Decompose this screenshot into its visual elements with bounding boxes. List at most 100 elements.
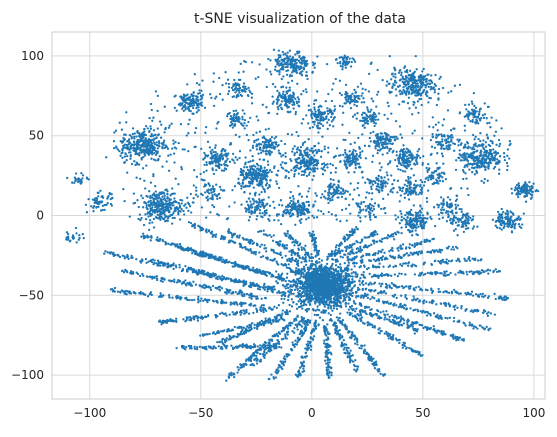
data-point (386, 134, 388, 136)
data-point (267, 164, 269, 166)
data-point (149, 219, 151, 221)
data-point (326, 256, 328, 258)
data-point (256, 184, 258, 186)
data-point (261, 203, 263, 205)
data-point (334, 295, 336, 297)
data-point (312, 308, 314, 310)
data-point (248, 181, 250, 183)
data-point (361, 114, 363, 116)
data-point (485, 146, 487, 148)
data-point (529, 186, 531, 188)
data-point (124, 155, 126, 157)
data-point (457, 224, 459, 226)
data-point (392, 83, 394, 85)
data-point (183, 205, 185, 207)
data-point (335, 171, 337, 173)
data-point (144, 141, 146, 143)
data-point (334, 279, 336, 281)
data-point (254, 211, 256, 213)
data-point (334, 284, 336, 286)
data-point (300, 62, 302, 64)
data-point (345, 303, 347, 305)
data-point (300, 93, 302, 95)
data-point (245, 210, 247, 212)
data-point (274, 86, 276, 88)
data-point (282, 91, 284, 93)
data-point (305, 201, 307, 203)
data-point (300, 273, 302, 275)
data-point (113, 140, 115, 142)
data-point (390, 136, 392, 138)
data-point (510, 188, 512, 190)
data-point (389, 142, 391, 144)
data-point (504, 159, 506, 161)
data-point (351, 305, 353, 307)
data-point (306, 293, 308, 295)
data-point (250, 181, 252, 183)
data-point (212, 169, 214, 171)
data-point (179, 218, 181, 220)
data-point (122, 137, 124, 139)
data-point (337, 298, 339, 300)
data-point (308, 204, 310, 206)
data-point (253, 200, 255, 202)
data-point (475, 107, 477, 109)
data-point (402, 149, 404, 151)
data-point (319, 116, 321, 118)
data-point (257, 152, 259, 154)
data-point (262, 150, 264, 152)
data-point (356, 101, 358, 103)
data-point (483, 154, 485, 156)
data-point (315, 272, 317, 274)
data-point (292, 195, 294, 197)
data-point (319, 105, 321, 107)
data-point (281, 78, 283, 80)
data-point (265, 150, 267, 152)
data-point (455, 159, 457, 161)
data-point (149, 139, 151, 141)
data-point (255, 170, 257, 172)
data-point (181, 199, 183, 201)
data-point (179, 95, 181, 97)
data-point (339, 266, 341, 268)
data-point (484, 166, 486, 168)
data-point (358, 163, 360, 165)
data-point (412, 214, 414, 216)
data-point (418, 148, 420, 150)
data-point (207, 154, 209, 156)
data-point (312, 275, 314, 277)
data-point (409, 154, 411, 156)
data-point (318, 261, 320, 263)
data-point (301, 287, 303, 289)
data-point (402, 155, 404, 157)
data-point (473, 105, 475, 107)
data-point (407, 150, 409, 152)
data-point (332, 294, 334, 296)
data-point (521, 223, 523, 225)
data-point (518, 182, 520, 184)
data-point (492, 219, 494, 221)
data-point (274, 59, 276, 61)
data-point (157, 127, 159, 129)
data-point (501, 228, 503, 230)
data-point (258, 193, 260, 195)
data-point (251, 174, 253, 176)
data-point (307, 268, 309, 270)
data-point (326, 121, 328, 123)
data-point (289, 74, 291, 76)
data-point (238, 79, 240, 81)
data-point (496, 158, 498, 160)
data-point (411, 227, 413, 229)
data-point (313, 268, 315, 270)
data-point (188, 108, 190, 110)
data-point (290, 200, 292, 202)
data-point (315, 149, 317, 151)
data-point (174, 95, 176, 97)
data-point (487, 137, 489, 139)
data-point (399, 222, 401, 224)
data-point (350, 268, 352, 270)
data-point (157, 210, 159, 212)
data-point (410, 189, 412, 191)
data-point (294, 159, 296, 161)
data-point (291, 298, 293, 300)
